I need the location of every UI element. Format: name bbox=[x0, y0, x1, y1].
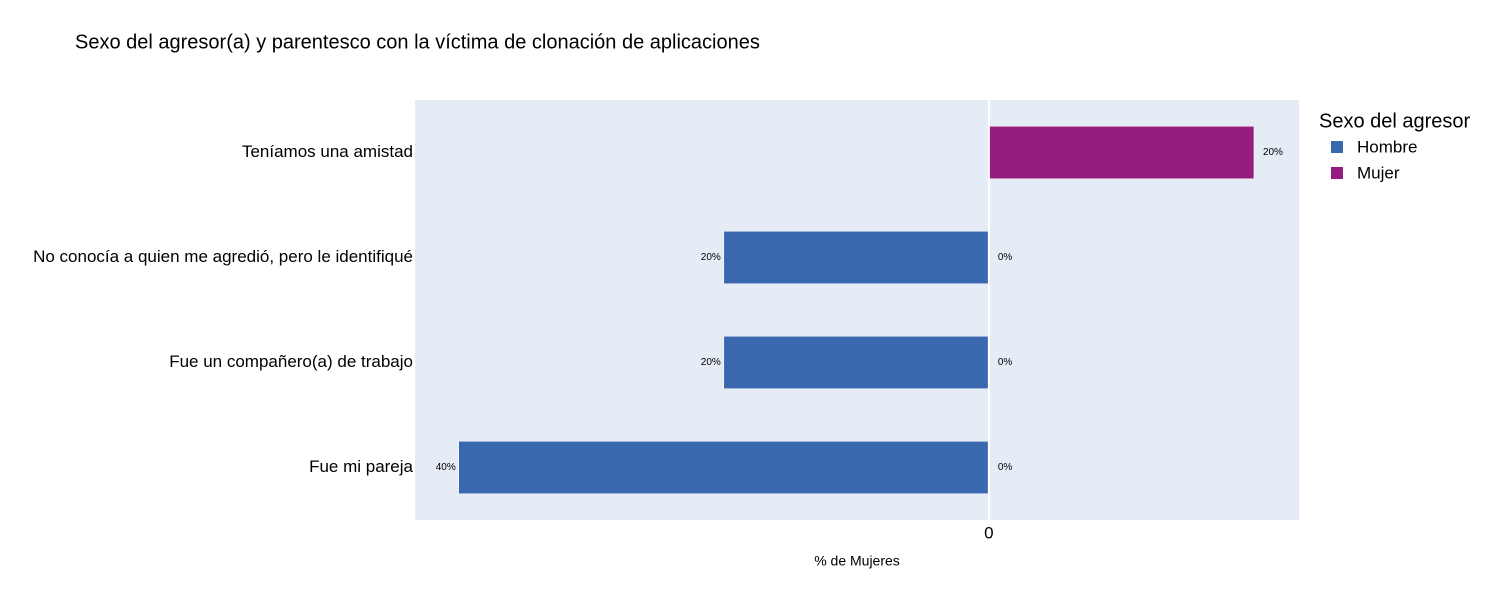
y-tick-label: No conocía a quien me agredió, pero le i… bbox=[33, 247, 413, 266]
data-label: 20% bbox=[701, 252, 721, 263]
data-label: 0% bbox=[998, 462, 1013, 473]
bar bbox=[988, 126, 1255, 179]
x-tick-label: 0 bbox=[984, 523, 993, 542]
legend-swatch bbox=[1331, 141, 1343, 153]
bar bbox=[723, 231, 990, 284]
legend-label: Hombre bbox=[1357, 137, 1417, 156]
bar bbox=[458, 441, 990, 494]
bar bbox=[723, 336, 990, 389]
data-label: 0% bbox=[998, 252, 1013, 263]
legend-label: Mujer bbox=[1357, 163, 1400, 182]
y-tick-label: Teníamos una amistad bbox=[242, 142, 413, 161]
y-tick-label: Fue un compañero(a) de trabajo bbox=[169, 352, 413, 371]
chart-title: Sexo del agresor(a) y parentesco con la … bbox=[75, 31, 760, 53]
data-label: 20% bbox=[701, 357, 721, 368]
x-axis-label: % de Mujeres bbox=[814, 553, 900, 569]
data-label: 0% bbox=[998, 357, 1013, 368]
legend-title: Sexo del agresor bbox=[1319, 110, 1471, 132]
data-label: 40% bbox=[436, 462, 456, 473]
data-label: 20% bbox=[1263, 147, 1283, 158]
legend-swatch bbox=[1331, 167, 1343, 179]
y-tick-label: Fue mi pareja bbox=[309, 457, 413, 476]
